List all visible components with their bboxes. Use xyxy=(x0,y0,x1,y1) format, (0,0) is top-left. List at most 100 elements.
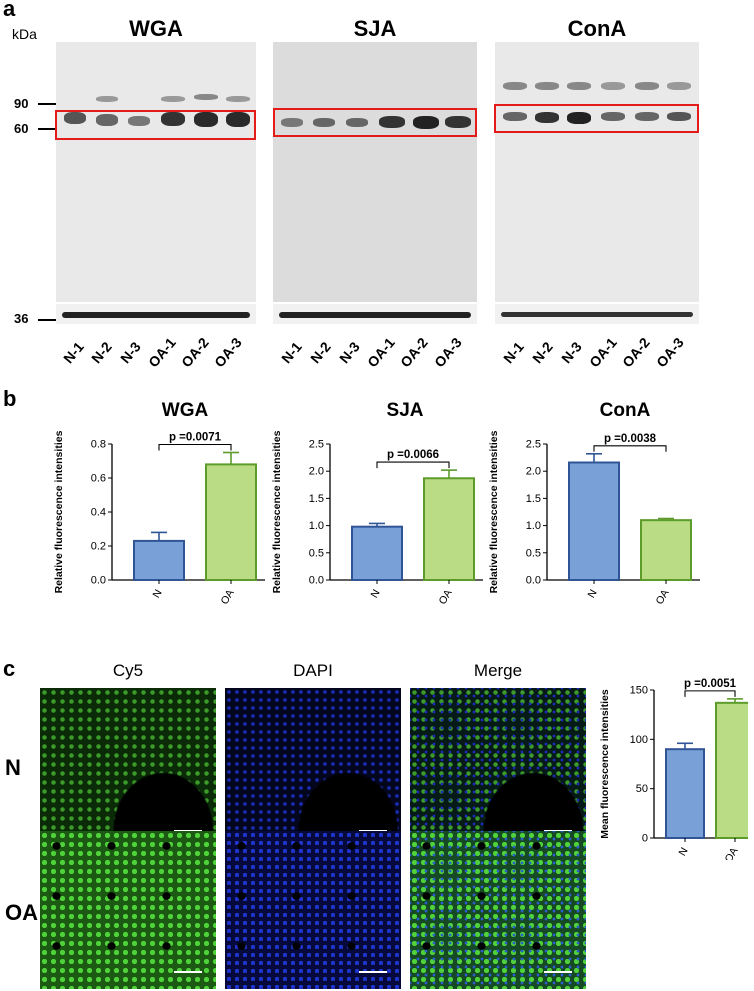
blot-image-sja xyxy=(273,42,477,302)
lane-label-cona-2: N-3 xyxy=(558,338,585,367)
bar-chart-wga: 0.0 0.2 0.4 0.6 0.8 Relative fluorescence int… xyxy=(53,430,265,607)
y-tick-label: 2.0 xyxy=(526,466,541,478)
bar-n xyxy=(568,461,620,581)
column-label-merge: Merge xyxy=(473,661,523,680)
significance-bracket xyxy=(593,445,667,452)
blot-image-wga xyxy=(56,42,256,302)
bar-chart-cona: 0.0 0.5 1.0 1.5 2.0 2.5 Relative fluorescence … xyxy=(488,430,700,607)
lane-label-wga-3: OA-1 xyxy=(145,334,179,371)
y-tick-label: 2.0 xyxy=(309,466,324,478)
y-tick-label: 2.5 xyxy=(526,439,541,451)
y-tick-label: 0.5 xyxy=(526,547,541,559)
y-tick-label: 1.5 xyxy=(309,493,324,505)
lane-label-sja-5: OA-3 xyxy=(431,334,465,371)
loading-strip-cona xyxy=(495,304,699,324)
bar-chart-sja: 0.0 0.5 1.0 1.5 2.0 2.5 Relative fluorescence … xyxy=(271,430,483,607)
bar-n xyxy=(351,525,403,582)
y-tick-label: 0.0 xyxy=(526,575,541,587)
p-value-annotation: p =0.0071 xyxy=(169,432,222,444)
chart-title-sja: SJA xyxy=(386,400,424,421)
panel-letter-b: b xyxy=(3,386,17,411)
lane-label-cona-4: OA-2 xyxy=(619,334,653,371)
p-value-annotation: p =0.0051 xyxy=(684,678,737,690)
row-label-n: N xyxy=(5,755,21,780)
mw-marker-60: 60 xyxy=(14,121,29,136)
micrograph-cy5-oa xyxy=(40,831,216,989)
lane-label-wga-0: N-1 xyxy=(60,338,87,367)
y-tick-label: 100 xyxy=(630,734,648,746)
x-tick-label: N xyxy=(150,588,164,601)
blot-title-cona: ConA xyxy=(567,16,627,41)
mw-tick-60 xyxy=(38,128,56,130)
significance-bracket xyxy=(684,690,736,697)
lane-label-cona-3: OA-1 xyxy=(586,334,620,371)
scale-bar xyxy=(174,971,202,973)
x-tick-label: OA xyxy=(219,588,237,607)
mw-marker-36: 36 xyxy=(14,311,29,326)
p-value-annotation: p =0.0066 xyxy=(387,449,439,461)
significance-bracket xyxy=(158,443,232,451)
bar-oa xyxy=(205,463,257,581)
bar-oa xyxy=(640,519,692,582)
scale-bar xyxy=(544,971,572,973)
y-tick-label: 150 xyxy=(630,685,648,697)
y-tick-label: 0 xyxy=(642,833,648,845)
y-tick-label: 0.8 xyxy=(91,439,106,451)
chart-title-cona: ConA xyxy=(599,400,651,421)
x-tick-label: OA xyxy=(723,846,741,861)
blot-image-cona xyxy=(495,42,699,302)
micrograph-cy5-n xyxy=(40,688,216,846)
column-label-dapi: DAPI xyxy=(293,661,333,680)
lane-label-wga-2: N-3 xyxy=(117,338,144,367)
x-tick-label: OA xyxy=(654,588,672,607)
x-tick-label: OA xyxy=(437,588,455,607)
y-tick-label: 0.0 xyxy=(309,575,324,587)
row-label-oa: OA xyxy=(5,900,38,925)
micrograph-merge-n xyxy=(410,688,586,846)
scale-bar xyxy=(359,971,387,973)
y-tick-label: 0.4 xyxy=(91,507,106,519)
lane-label-sja-2: N-3 xyxy=(336,338,363,367)
column-label-cy5: Cy5 xyxy=(112,661,144,680)
y-axis-label: Mean fluorescence intensities xyxy=(599,689,611,839)
x-tick-label: N xyxy=(585,588,599,601)
micrograph-dapi-n xyxy=(225,688,401,846)
y-axis-label: Relative fluorescence intensities xyxy=(488,430,500,593)
panel-letter-a: a xyxy=(3,0,16,21)
lane-label-wga-5: OA-3 xyxy=(211,334,245,371)
x-tick-label: N xyxy=(368,588,382,601)
p-value-annotation: p =0.0038 xyxy=(604,433,657,445)
y-axis-label: Relative fluorescence intensities xyxy=(271,430,283,593)
loading-strip-sja xyxy=(273,304,477,324)
highlight-box-wga xyxy=(55,110,256,140)
bar-chart-mean-intensity: 0 50 100 150 Mean fluorescence intensities N O… xyxy=(599,678,748,861)
highlight-box-cona xyxy=(494,104,699,133)
y-tick-label: 0.0 xyxy=(91,575,106,587)
mw-marker-90: 90 xyxy=(14,96,29,111)
y-tick-label: 0.5 xyxy=(309,547,324,559)
bar-n xyxy=(133,539,185,581)
lane-label-sja-4: OA-2 xyxy=(397,334,431,371)
mw-tick-90 xyxy=(38,103,56,105)
y-tick-label: 1.0 xyxy=(309,520,324,532)
bar-n xyxy=(665,748,705,839)
loading-strip-wga xyxy=(56,304,256,324)
y-tick-label: 0.2 xyxy=(91,541,106,553)
x-tick-label: N xyxy=(676,846,690,859)
bar-oa xyxy=(715,701,748,840)
panel-letter-c: c xyxy=(3,656,16,681)
bar-oa xyxy=(423,477,475,581)
micrograph-dapi-oa xyxy=(225,831,401,989)
lane-label-wga-4: OA-2 xyxy=(178,334,212,371)
lane-label-sja-0: N-1 xyxy=(278,338,305,367)
lane-label-cona-5: OA-3 xyxy=(653,334,687,371)
significance-bracket xyxy=(376,461,450,469)
y-tick-label: 1.0 xyxy=(526,520,541,532)
y-tick-label: 1.5 xyxy=(526,493,541,505)
lane-label-sja-3: OA-1 xyxy=(364,334,398,371)
kda-label: kDa xyxy=(12,26,37,42)
mw-tick-36 xyxy=(38,319,56,321)
lane-label-wga-1: N-2 xyxy=(88,338,115,367)
y-tick-label: 0.6 xyxy=(91,473,106,485)
lane-label-sja-1: N-2 xyxy=(307,338,334,367)
